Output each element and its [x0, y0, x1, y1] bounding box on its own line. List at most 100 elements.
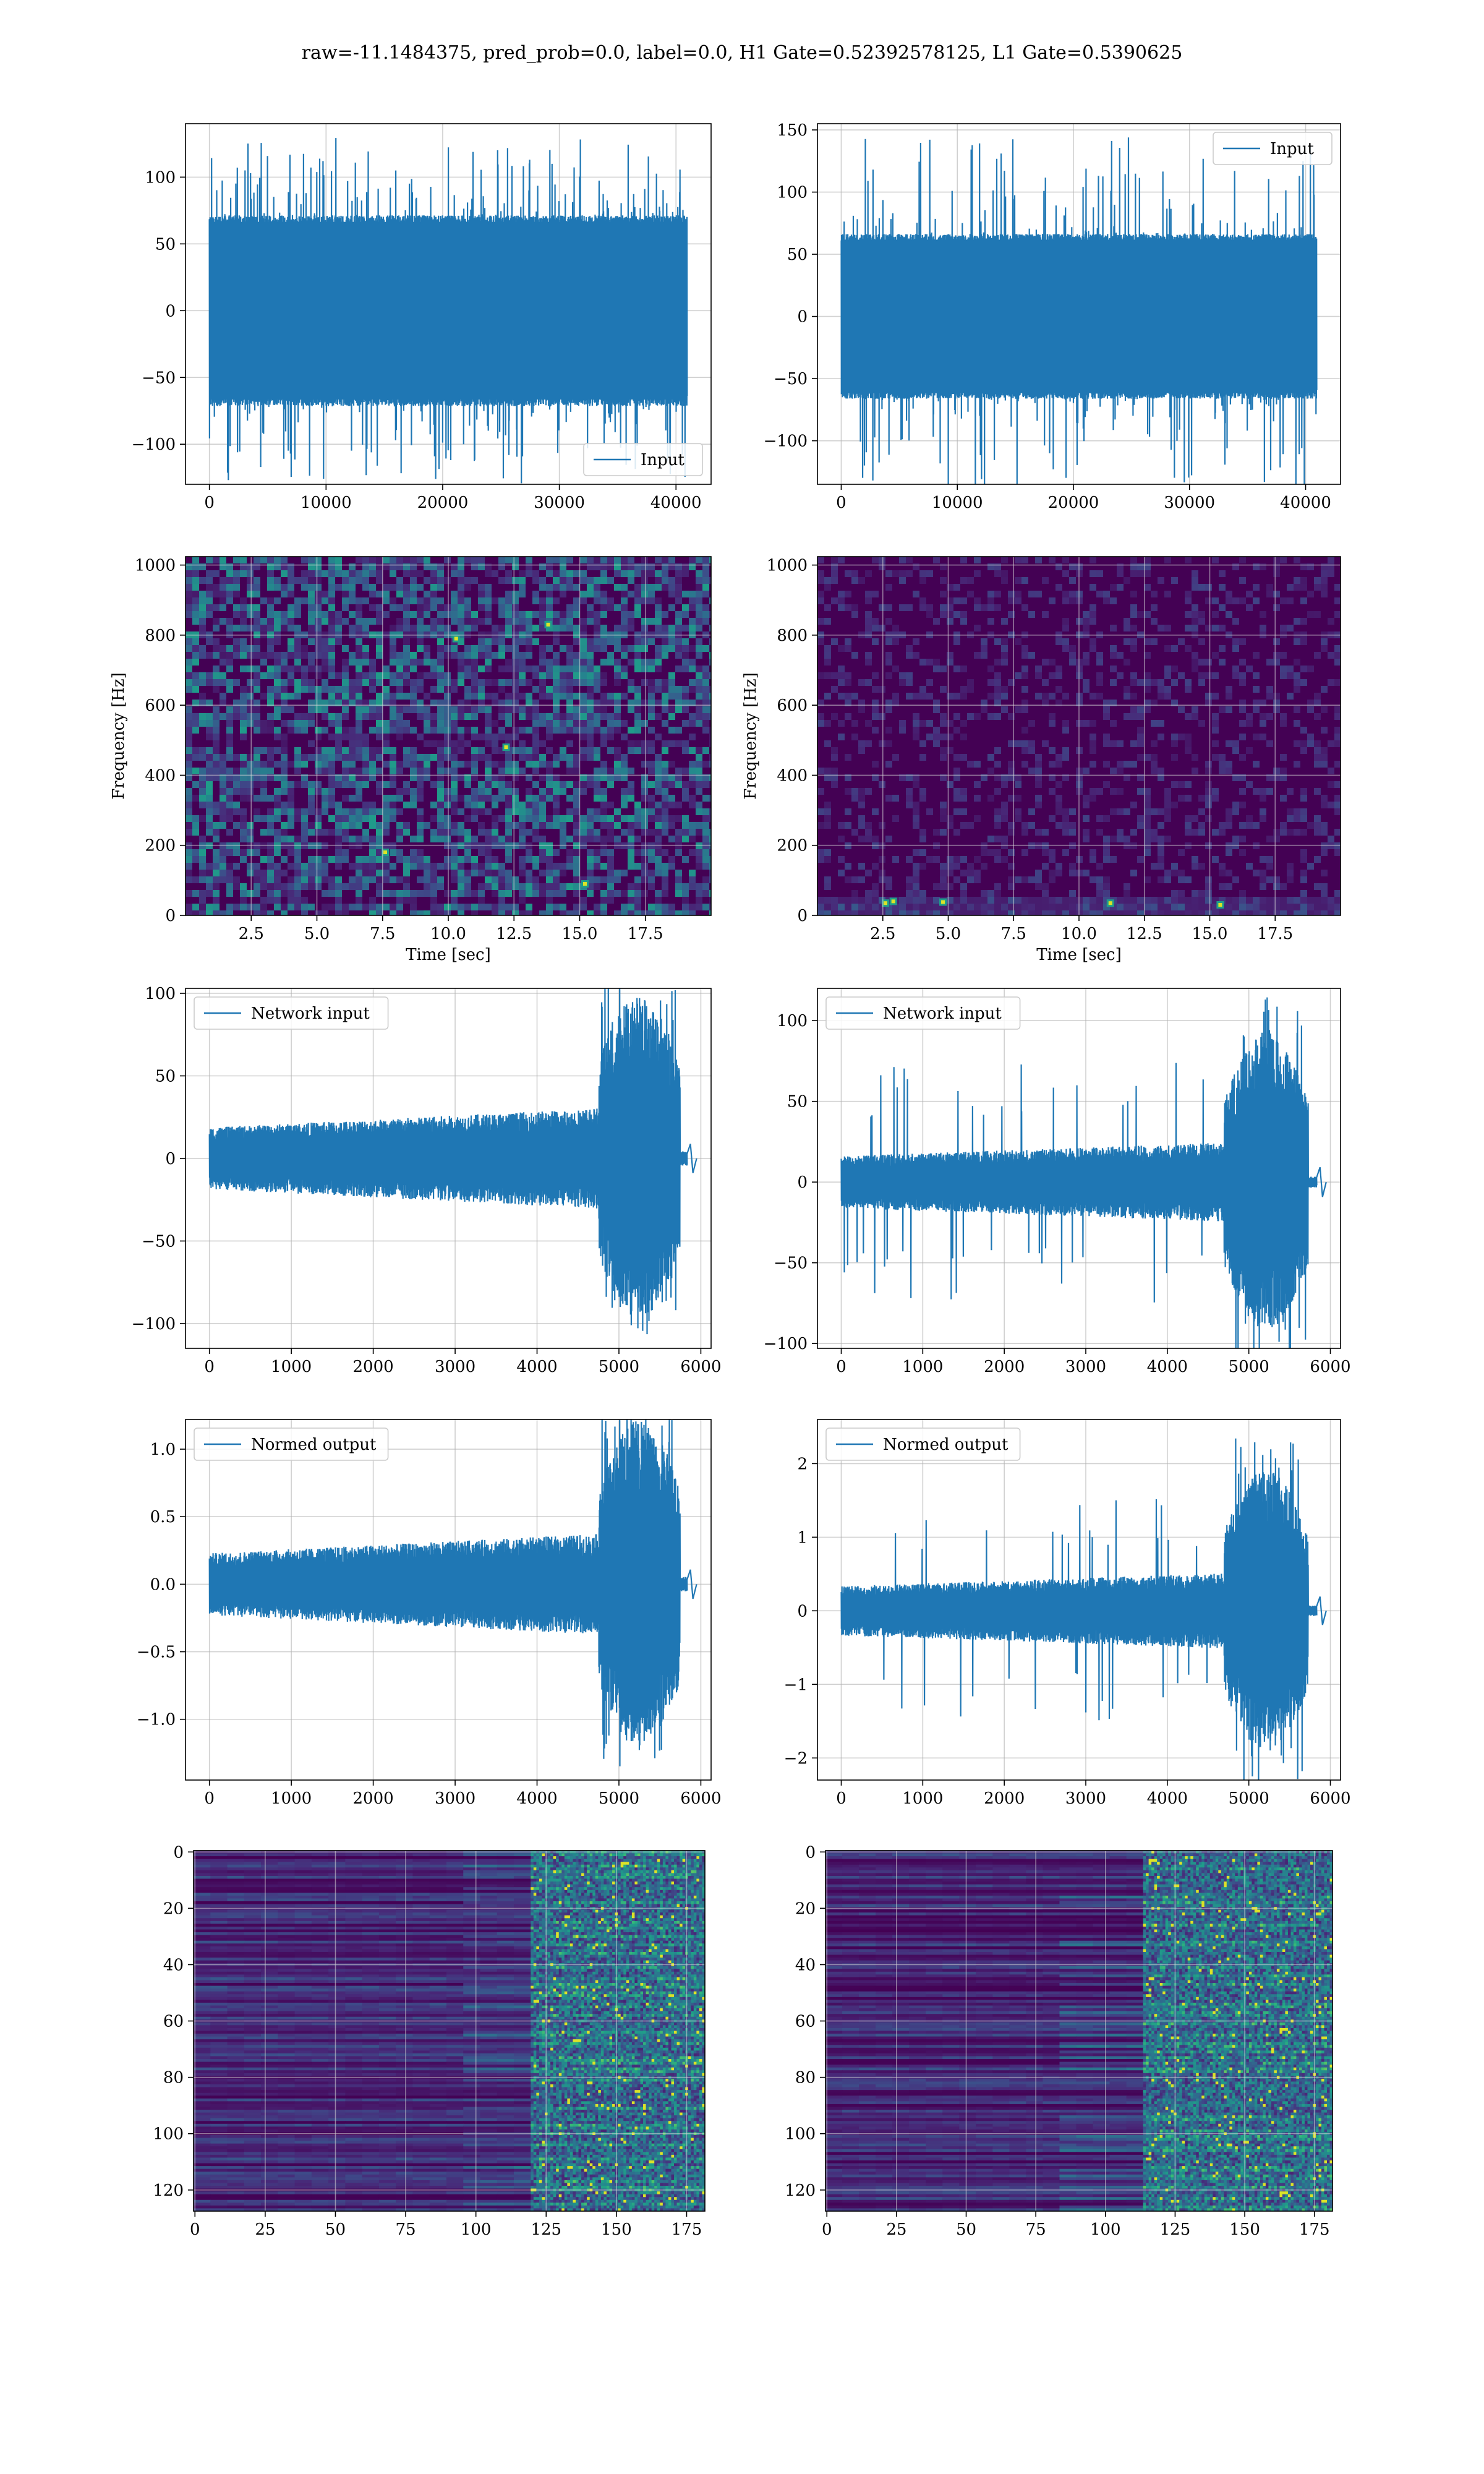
y-tick-label: 20 — [163, 1899, 184, 1918]
y-tick-label: 0 — [165, 302, 176, 320]
x-tick-label: 6000 — [1310, 1789, 1350, 1808]
series-line-row4-left — [208, 1419, 697, 1766]
y-tick-label: −2 — [784, 1749, 808, 1768]
x-tick-label: 15.0 — [1192, 925, 1228, 943]
x-tick-label: 10000 — [932, 494, 983, 512]
x-tick-label: 4000 — [516, 1358, 557, 1376]
x-tick-label: 150 — [1229, 2220, 1260, 2239]
chart-row2-right: 2.5 5.0 7.5 10.0 12.5 15.0 17.5 0 200 400 600 800 10… — [741, 556, 1341, 964]
x-tick-label: 150 — [601, 2220, 632, 2239]
x-tick-label: 7.5 — [1001, 925, 1026, 943]
axes-frame — [817, 1419, 1341, 1781]
x-tick-label: 12.5 — [496, 925, 532, 943]
x-tick-label: 1000 — [902, 1789, 943, 1808]
series-line-row4-right — [840, 1438, 1327, 1780]
axes-frame — [825, 1850, 1333, 2212]
axes-frame — [185, 1419, 712, 1781]
y-tick-label: 400 — [145, 766, 176, 785]
grid-row2-left — [186, 557, 711, 915]
x-tick-label: 5000 — [1229, 1789, 1269, 1808]
y-tick-label: −50 — [142, 369, 176, 387]
y-axis-label: Frequency [Hz] — [109, 672, 128, 800]
y-tick-label: 120 — [785, 2181, 816, 2200]
y-tick-label: 100 — [153, 2125, 184, 2144]
hotspot — [891, 899, 895, 904]
x-tick-label: 75 — [1026, 2220, 1046, 2239]
x-tick-label: 1000 — [271, 1789, 312, 1808]
y-tick-label: 1.0 — [150, 1440, 176, 1459]
x-tick-label: 175 — [672, 2220, 702, 2239]
x-tick-label: 15.0 — [562, 925, 598, 943]
x-tick-label: 50 — [325, 2220, 346, 2239]
axes-frame — [185, 123, 712, 485]
grid-row5-right — [825, 1851, 1333, 2211]
x-tick-label: 5.0 — [304, 925, 330, 943]
x-tick-label: 10.0 — [1061, 925, 1097, 943]
series-line-row1-left — [208, 138, 688, 484]
x-tick-label: 5.0 — [936, 925, 961, 943]
legend: Normed output — [194, 1427, 389, 1461]
y-tick-label: 0 — [797, 1602, 808, 1620]
x-tick-label: 4000 — [1147, 1358, 1188, 1376]
legend: Normed output — [825, 1427, 1021, 1461]
x-tick-label: 1000 — [902, 1358, 943, 1376]
x-axis-label: Time [sec] — [406, 946, 491, 964]
y-tick-label: 400 — [777, 766, 808, 785]
plot-area-row5-right — [825, 1851, 1333, 2211]
x-tick-label: 30000 — [1164, 494, 1215, 512]
series-line-row3-left — [208, 988, 697, 1335]
plot-area-row2-right — [817, 557, 1341, 915]
plot-area-row4-left — [186, 1419, 711, 1780]
hotspot — [941, 900, 945, 904]
hotspot — [546, 622, 550, 627]
x-tick-label: 2000 — [353, 1358, 394, 1376]
axes-frame — [817, 988, 1341, 1349]
x-tick-label: 6000 — [680, 1358, 721, 1376]
x-tick-label: 2.5 — [870, 925, 895, 943]
grid-row2-right — [817, 557, 1341, 915]
y-tick-label: 120 — [153, 2181, 184, 2200]
y-tick-label: 0 — [165, 1150, 176, 1168]
y-tick-label: 40 — [795, 1956, 816, 1974]
x-tick-label: 6000 — [680, 1789, 721, 1808]
y-tick-label: 0 — [165, 907, 176, 925]
legend: Network input — [194, 996, 389, 1030]
x-tick-label: 5000 — [599, 1358, 639, 1376]
y-tick-label: 600 — [777, 696, 808, 715]
chart-row3-right: 0 1000 2000 3000 4000 5000 6000 −100 −50 0 50 100 Ne… — [764, 988, 1351, 1376]
chart-row4-right: 0 1000 2000 3000 4000 5000 6000 −2 −1 0 1 2 Normed o… — [784, 1419, 1351, 1808]
x-tick-label: 4000 — [1147, 1789, 1188, 1808]
y-tick-label: −100 — [764, 432, 808, 451]
y-tick-label: 0 — [797, 907, 808, 925]
y-tick-label: 0 — [797, 308, 808, 327]
x-tick-label: 175 — [1299, 2220, 1330, 2239]
y-tick-label: 50 — [155, 1067, 176, 1085]
hotspot — [883, 901, 887, 905]
y-tick-label: −0.5 — [137, 1643, 176, 1662]
legend-label: Input — [641, 451, 684, 469]
x-tick-label: 0 — [204, 494, 215, 512]
y-tick-label: 100 — [785, 2125, 816, 2144]
y-tick-label: 100 — [145, 168, 176, 187]
x-tick-label: 0 — [204, 1789, 215, 1808]
y-tick-label: 0.0 — [150, 1575, 176, 1594]
plot-area-row3-left — [186, 988, 711, 1348]
plot-area-row3-right — [817, 988, 1341, 1348]
x-tick-label: 6000 — [1310, 1358, 1350, 1376]
plot-area-row1-right — [817, 124, 1341, 484]
axes-frame — [185, 988, 712, 1349]
y-tick-label: −50 — [774, 1254, 808, 1273]
chart-row4-left: 0 1000 2000 3000 4000 5000 6000 −1.0 −0.5 0.0 0.5 1… — [137, 1419, 722, 1808]
hotspot — [383, 850, 387, 855]
y-axis-label: Frequency [Hz] — [741, 672, 760, 800]
x-tick-label: 7.5 — [370, 925, 395, 943]
y-tick-label: 60 — [795, 2013, 816, 2031]
x-tick-label: 12.5 — [1127, 925, 1162, 943]
y-tick-label: 50 — [787, 246, 808, 264]
y-tick-label: 100 — [777, 184, 808, 202]
x-tick-label: 20000 — [1048, 494, 1099, 512]
x-tick-label: 0 — [190, 2220, 200, 2239]
x-tick-label: 2000 — [984, 1789, 1025, 1808]
chart-row5-left: 0 25 50 75 100 125 150 175 0 20 40 60 80 100 120 — [153, 1843, 706, 2239]
legend-label: Normed output — [251, 1436, 377, 1454]
